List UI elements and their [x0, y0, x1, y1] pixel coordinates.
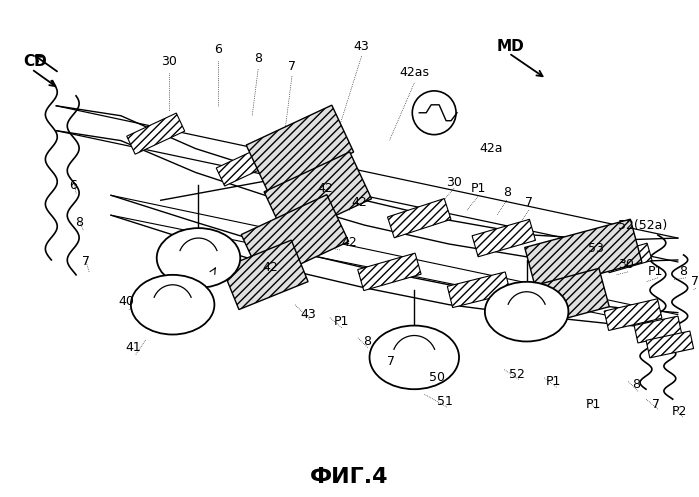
- Bar: [303, 175, 366, 216]
- Ellipse shape: [131, 275, 215, 334]
- Bar: [556, 233, 620, 271]
- Text: 42: 42: [352, 196, 368, 209]
- Text: 30: 30: [618, 258, 634, 271]
- Text: P1: P1: [471, 182, 487, 195]
- Text: 7: 7: [288, 60, 296, 73]
- Bar: [529, 287, 598, 323]
- Bar: [241, 195, 349, 281]
- Text: 42: 42: [262, 261, 278, 274]
- Ellipse shape: [157, 228, 240, 288]
- Text: P1: P1: [334, 315, 350, 328]
- Bar: [634, 316, 682, 343]
- Text: CD: CD: [24, 54, 48, 69]
- Text: ФИГ.4: ФИГ.4: [310, 467, 389, 487]
- Bar: [127, 113, 185, 154]
- Text: P1: P1: [546, 375, 561, 388]
- Text: P1: P1: [586, 398, 601, 411]
- Text: 6: 6: [69, 179, 77, 192]
- Text: 50: 50: [429, 371, 445, 384]
- Text: 7: 7: [525, 196, 533, 209]
- Text: 41: 41: [125, 341, 140, 354]
- Text: 8: 8: [75, 216, 83, 229]
- Bar: [387, 198, 451, 238]
- Bar: [264, 152, 372, 239]
- Text: 42: 42: [342, 236, 357, 248]
- Text: 8: 8: [679, 265, 687, 278]
- Text: 42: 42: [318, 182, 333, 195]
- Text: 40: 40: [118, 295, 134, 308]
- Bar: [447, 272, 510, 308]
- Text: 30: 30: [161, 55, 177, 68]
- Bar: [222, 240, 308, 310]
- Bar: [358, 253, 421, 291]
- Bar: [604, 299, 662, 331]
- Text: 6: 6: [215, 43, 222, 56]
- Bar: [525, 219, 642, 291]
- Text: P1: P1: [648, 265, 663, 278]
- Text: 8: 8: [632, 378, 640, 391]
- Text: 42a: 42a: [479, 142, 503, 155]
- Text: 7: 7: [691, 275, 699, 288]
- Bar: [246, 105, 354, 192]
- Text: MD: MD: [497, 39, 524, 54]
- Text: 30: 30: [446, 176, 462, 189]
- Bar: [507, 268, 610, 331]
- Text: 8: 8: [503, 186, 511, 199]
- Text: 42as: 42as: [399, 67, 429, 80]
- Text: 53: 53: [589, 242, 604, 254]
- Text: 7: 7: [82, 255, 90, 268]
- Text: 52(52a): 52(52a): [618, 219, 668, 232]
- Text: 51: 51: [437, 395, 453, 408]
- Bar: [604, 243, 652, 273]
- Text: 8: 8: [363, 335, 372, 348]
- Text: 52: 52: [509, 368, 525, 381]
- Ellipse shape: [485, 282, 568, 341]
- Text: 7: 7: [387, 355, 396, 368]
- Bar: [216, 145, 274, 186]
- Text: 8: 8: [254, 52, 262, 65]
- Bar: [472, 219, 535, 257]
- Text: 7: 7: [652, 398, 660, 411]
- Text: P2: P2: [672, 405, 688, 417]
- Bar: [646, 331, 693, 358]
- Text: 43: 43: [354, 40, 370, 53]
- Ellipse shape: [370, 326, 459, 389]
- Text: 43: 43: [300, 308, 316, 321]
